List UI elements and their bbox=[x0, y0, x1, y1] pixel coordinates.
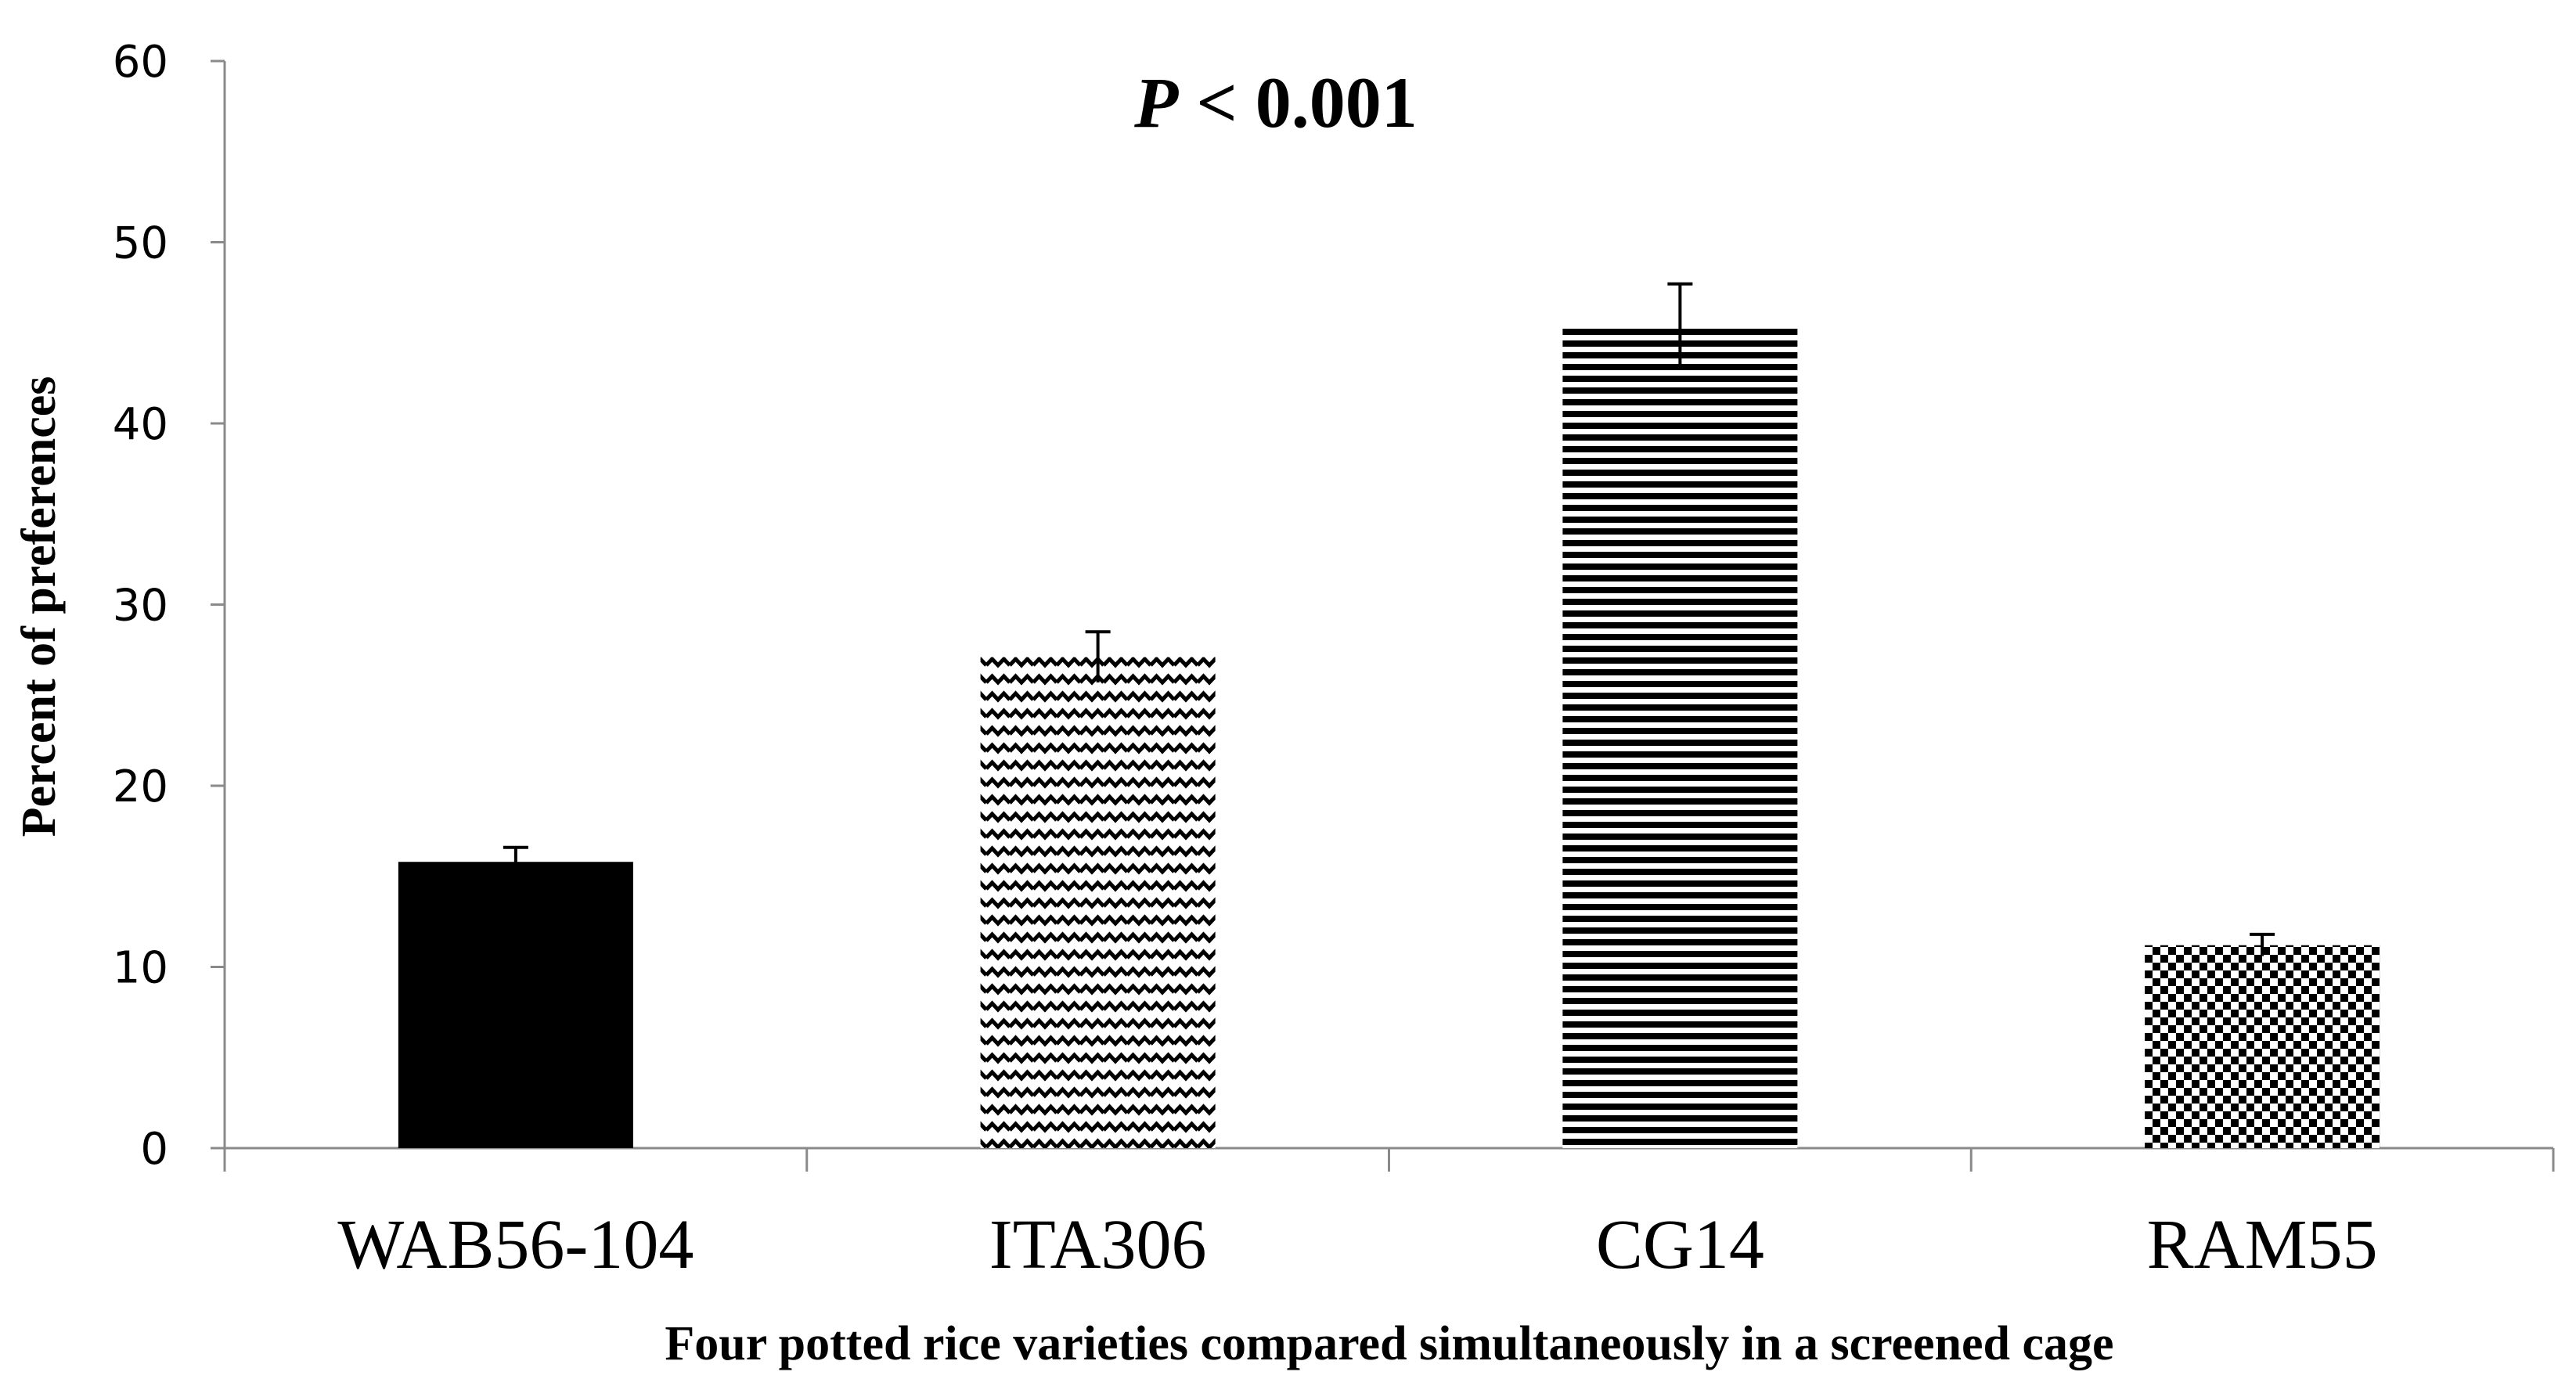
y-axis-title: Percent of preferences bbox=[13, 376, 66, 837]
y-tick-label: 10 bbox=[113, 943, 168, 994]
x-category-label: CG14 bbox=[1596, 1206, 1764, 1284]
y-tick-label: 0 bbox=[140, 1124, 168, 1175]
y-tick-label: 50 bbox=[113, 218, 168, 269]
bar-ita306 bbox=[980, 657, 1216, 1148]
annotation-italic: P bbox=[1133, 63, 1179, 142]
bar-cg14 bbox=[1562, 325, 1798, 1148]
plot-area: 0 10 20 30 40 50 60 WAB56-104 ITA306 CG14 RAM55 bbox=[113, 37, 2555, 1284]
y-tick-label: 20 bbox=[113, 762, 168, 812]
y-tick-label: 30 bbox=[113, 581, 168, 632]
x-category-label: ITA306 bbox=[989, 1206, 1207, 1284]
x-category-label: RAM55 bbox=[2147, 1206, 2378, 1284]
bar-wab56-104 bbox=[398, 862, 633, 1148]
x-axis-title: Four potted rice varieties compared simu… bbox=[665, 1317, 2113, 1370]
annotation-rest: < 0.001 bbox=[1178, 63, 1417, 142]
significance-annotation: P < 0.001 bbox=[1133, 63, 1418, 142]
y-tick-label: 40 bbox=[113, 399, 168, 450]
y-tick-label: 60 bbox=[113, 37, 168, 88]
bar-ram55 bbox=[2145, 945, 2380, 1148]
x-category-label: WAB56-104 bbox=[337, 1206, 694, 1284]
